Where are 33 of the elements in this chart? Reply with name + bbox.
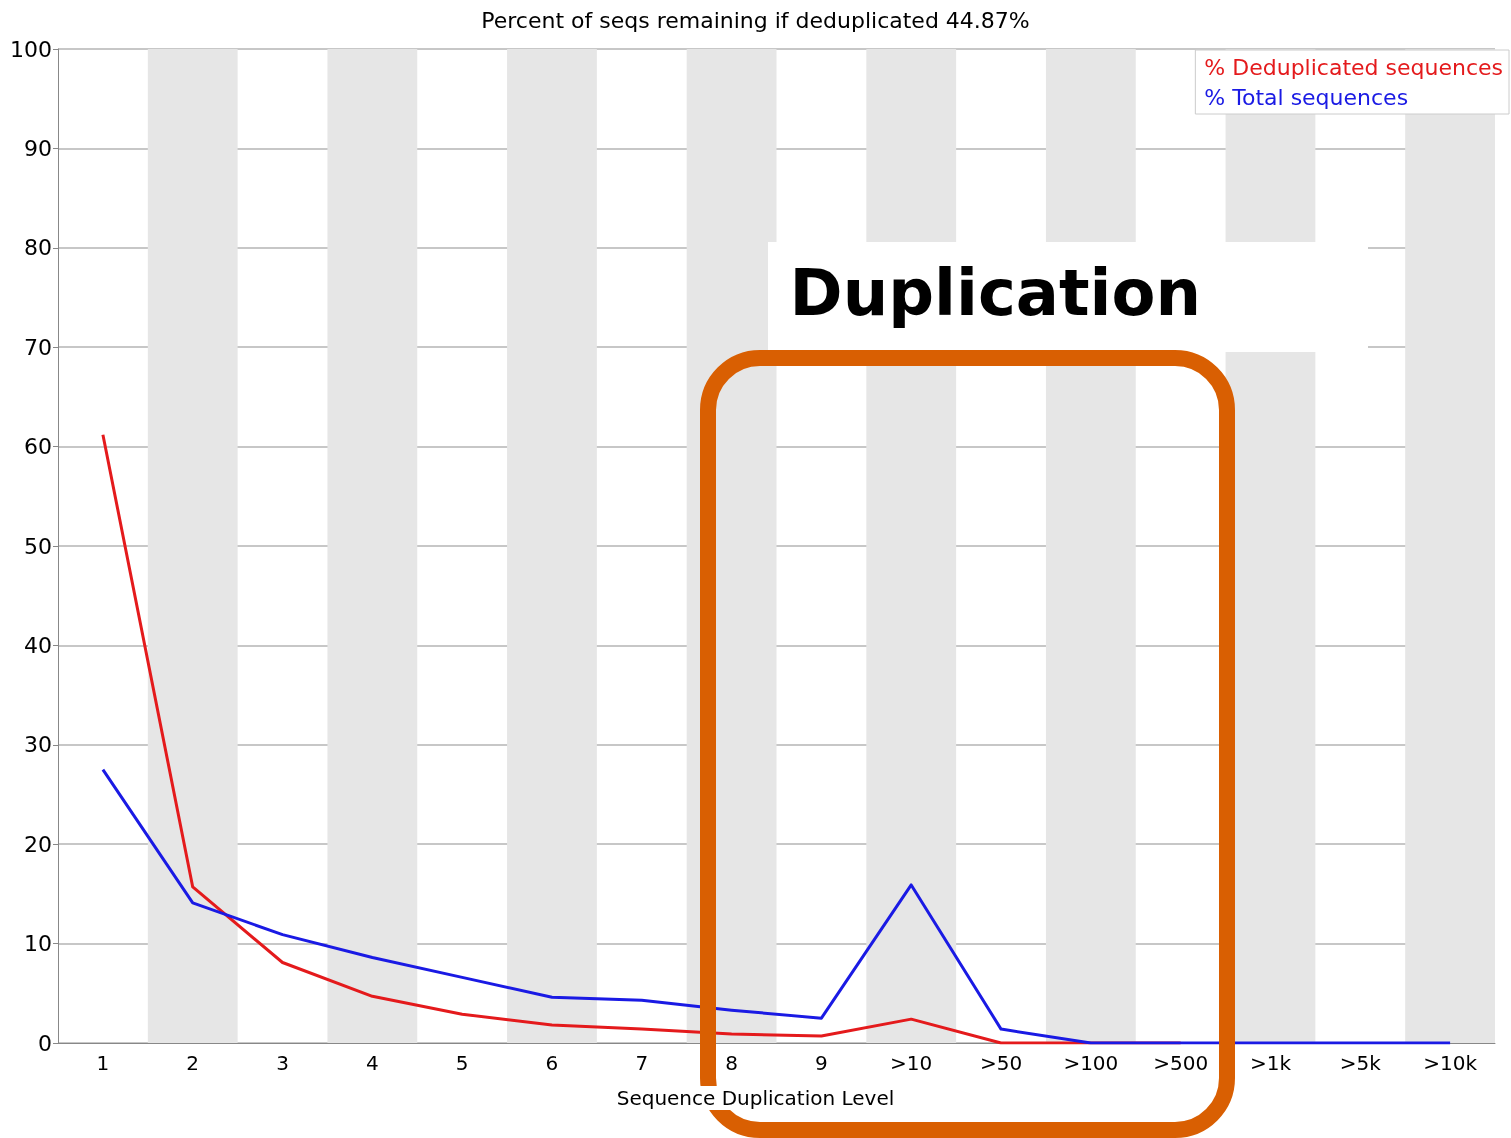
x-tick-label: >50 <box>979 1051 1023 1075</box>
y-tick-label: 50 <box>24 533 52 559</box>
x-tick-label: 1 <box>96 1051 110 1075</box>
x-tick-label: 8 <box>725 1051 738 1075</box>
x-tick-label: 3 <box>276 1051 289 1075</box>
chart-title: Percent of seqs remaining if deduplicated 44.87% <box>481 7 1030 33</box>
x-tick-label: 7 <box>635 1051 649 1075</box>
x-tick-label: >10 <box>890 1051 933 1075</box>
y-tick-label: 0 <box>38 1030 52 1056</box>
text: % Total sequences <box>1204 84 1409 110</box>
text: % Deduplicated sequences <box>1204 54 1504 80</box>
line-series <box>101 768 1452 1045</box>
y-tick-label: 100 <box>10 36 52 62</box>
y-tick-label: 80 <box>24 235 52 261</box>
annotation: Duplication <box>767 242 1368 352</box>
x-tick-label: 6 <box>545 1051 559 1075</box>
x-tick-label: >5k <box>1339 1051 1382 1075</box>
x-tick-label: 5 <box>455 1051 469 1075</box>
y-tick-label: 20 <box>24 831 52 857</box>
y-tick-label: 30 <box>24 732 52 758</box>
y-tick-label: 10 <box>24 931 52 957</box>
y-tick-label: 60 <box>24 434 52 460</box>
x-tick-label: >10k <box>1423 1051 1478 1075</box>
x-tick-label: >500 <box>1153 1051 1209 1075</box>
x-tick-label: >1k <box>1249 1051 1292 1075</box>
x-tick-label: 2 <box>186 1051 200 1075</box>
x-tick-label: 9 <box>815 1051 828 1075</box>
y-tick-label: 40 <box>24 632 52 658</box>
y-tick-label: 90 <box>24 135 52 161</box>
x-tick-label: 4 <box>365 1051 379 1075</box>
x-tick-label: >100 <box>1063 1051 1119 1075</box>
x-axis-title: Sequence Duplication Level <box>612 1086 899 1110</box>
y-tick-label: 70 <box>24 334 52 360</box>
